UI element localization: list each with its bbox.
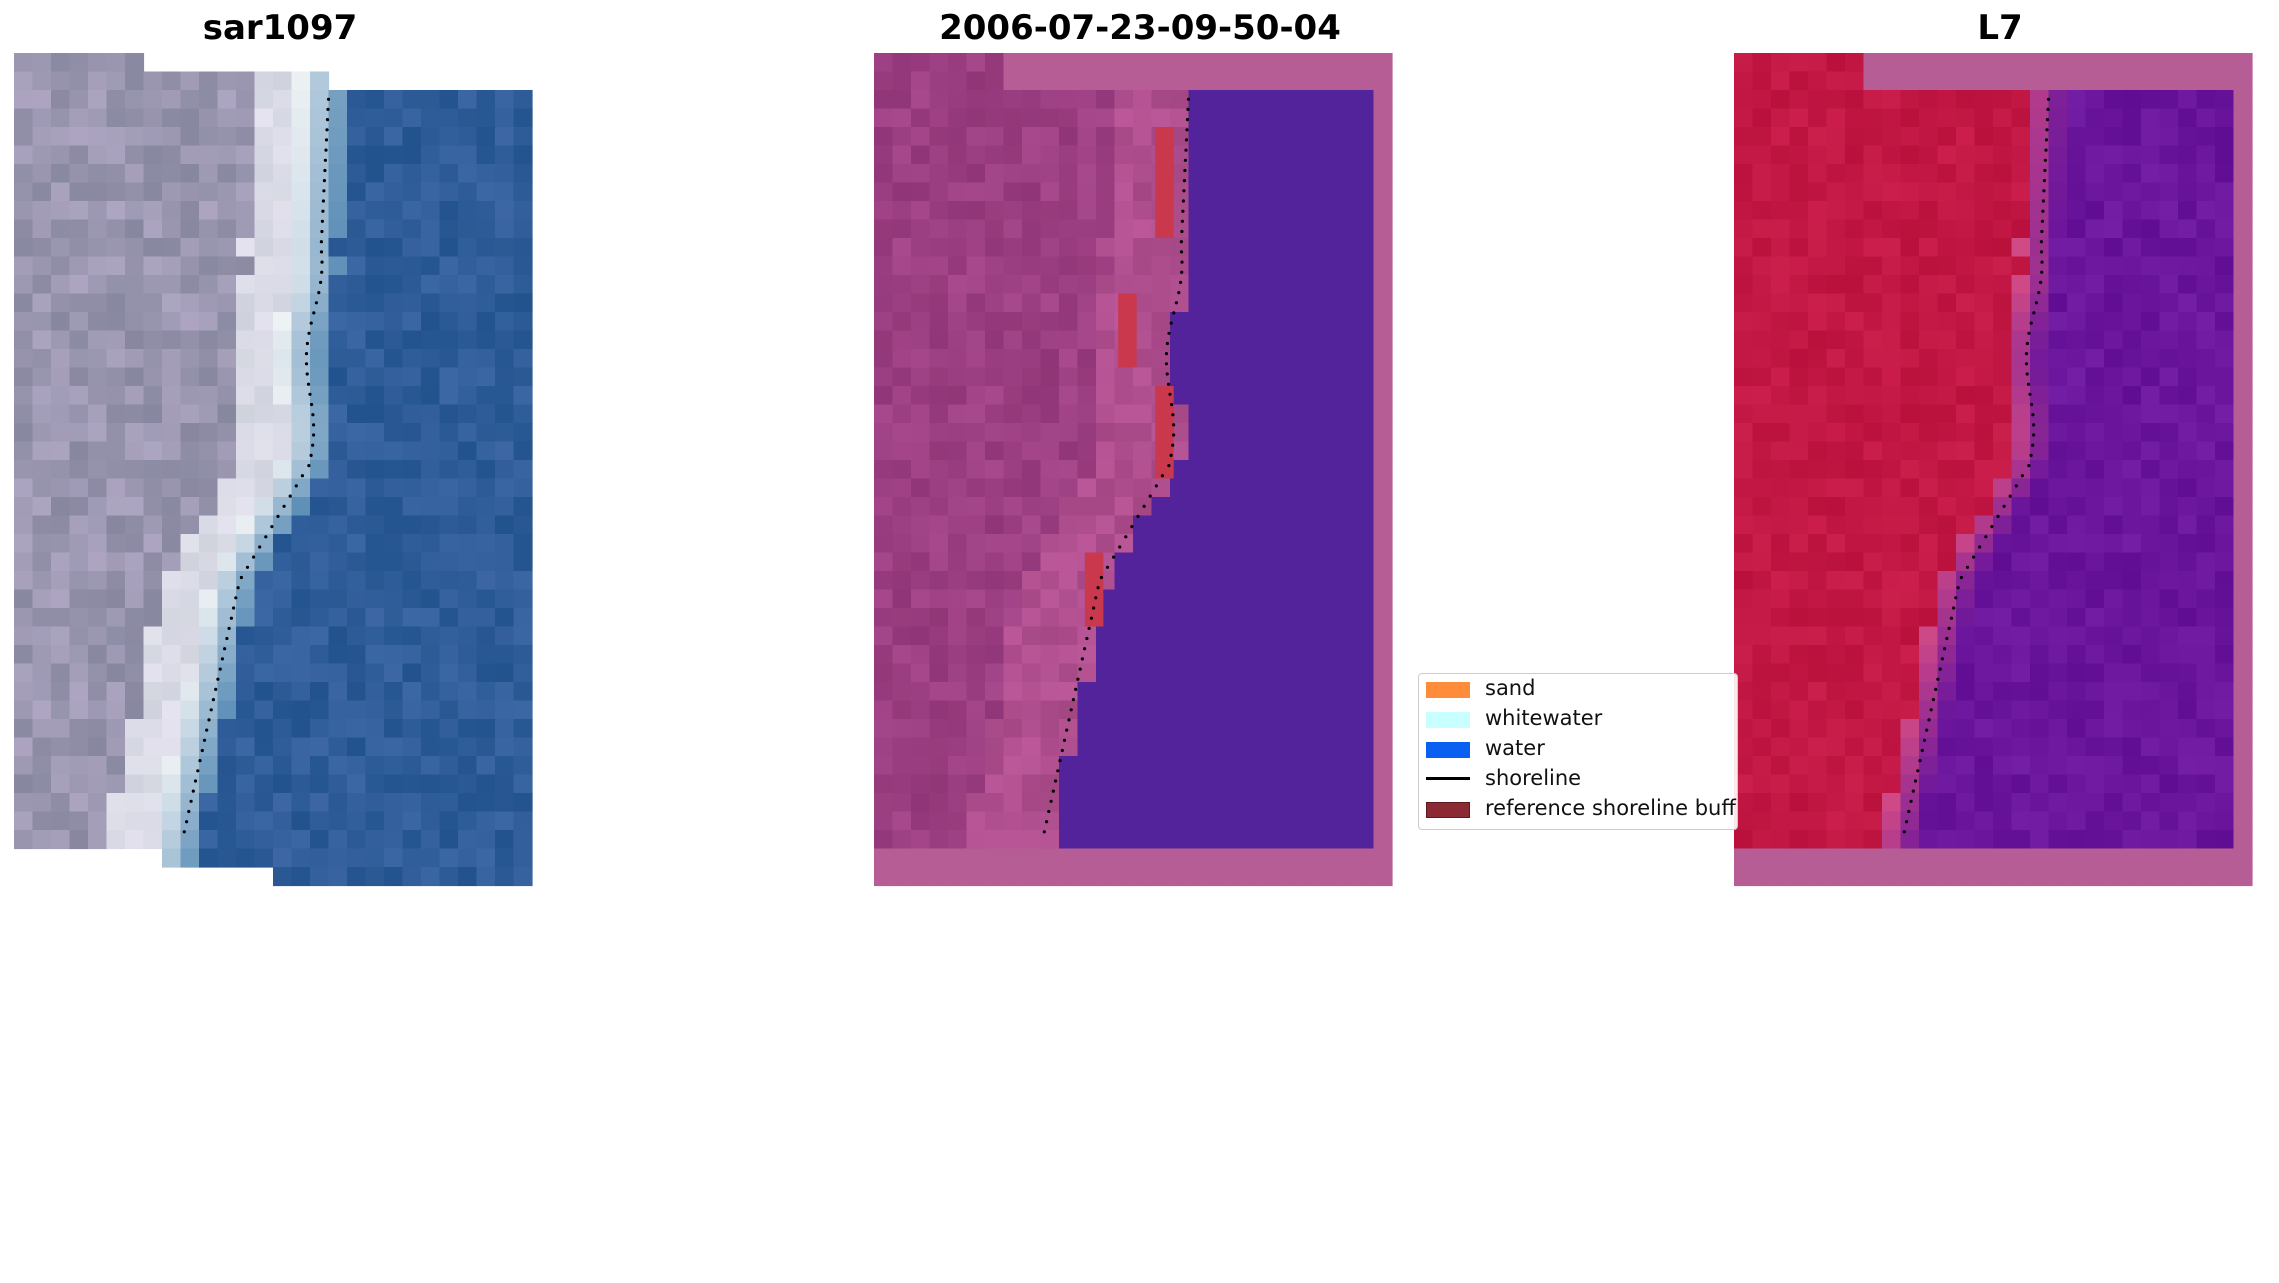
shoreline-dots [1902,97,2051,834]
panel-title-date: 2006-07-23-09-50-04 [939,8,1341,48]
legend-label-sand: sand [1485,676,1536,700]
shoreline-dots [182,97,331,834]
reference-buffer-segment [1084,552,1104,627]
legend-label-shoreline: shoreline [1485,766,1582,790]
panel-title-index: L7 [1977,8,2023,48]
shoreline-line-swatch [1426,777,1470,780]
reference-buffer-segment [1118,293,1137,368]
index-raster [1734,53,2253,887]
panel-title-rgb: sar1097 [202,8,358,48]
legend-label-whitewater: whitewater [1485,706,1603,730]
legend-label-reference-buffer: reference shoreline buffer [1485,796,1738,820]
reference-buffer-segment [1155,127,1174,238]
reference-buffer-swatch [1426,802,1470,818]
legend-label-water: water [1485,736,1545,760]
water-swatch [1426,742,1470,758]
whitewater-swatch [1426,712,1470,728]
legend: sand whitewater water shoreline referenc… [1418,673,1738,830]
shoreline-dots [1042,97,1191,834]
classified-raster [874,53,1393,887]
rgb-image-raster [14,53,533,887]
reference-buffer-segment [1155,386,1174,479]
sand-swatch [1426,682,1470,698]
